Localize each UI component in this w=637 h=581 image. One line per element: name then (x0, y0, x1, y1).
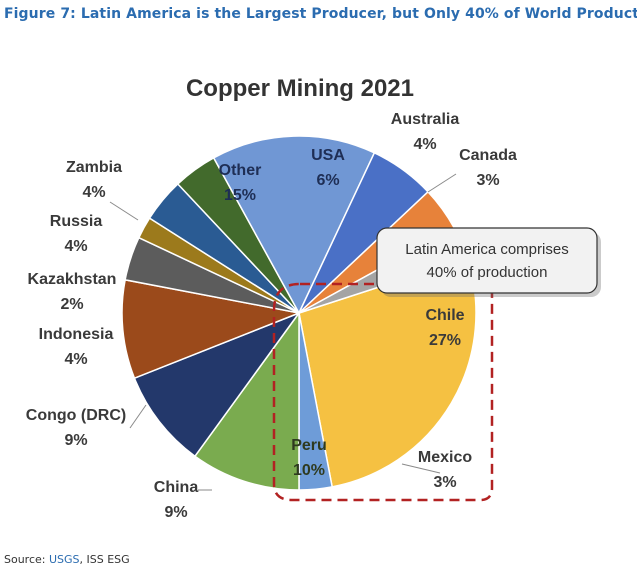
slice-value-australia: 4% (413, 136, 436, 153)
slice-value-peru: 10% (293, 462, 325, 479)
slice-label-canada: Canada (459, 147, 517, 164)
latin-america-callout: Latin America comprises 40% of productio… (376, 227, 601, 297)
slice-value-china: 9% (164, 504, 187, 521)
chart-title: Copper Mining 2021 (186, 75, 414, 102)
slice-label-congo-drc: Congo (DRC) (26, 407, 126, 424)
leader-line-mexico (401, 463, 441, 474)
slice-value-zambia: 4% (82, 184, 105, 201)
slice-label-mexico: Mexico (418, 449, 472, 466)
slice-label-other: Other (219, 162, 262, 179)
slice-label-zambia: Zambia (66, 159, 122, 176)
source-link-usgs[interactable]: USGS (48, 553, 80, 566)
slice-value-russia: 4% (64, 238, 87, 255)
pie-chart: Copper Mining 2021 Chile 27% Mexico 3% Peru 1… (26, 75, 601, 521)
slice-value-congo-drc: 9% (64, 432, 87, 449)
slice-label-usa: USA (311, 147, 345, 164)
leader-line-zambia (109, 201, 139, 221)
slice-congo-drc (121, 278, 302, 380)
pie-slices (121, 135, 477, 491)
callout-line-2: 40% of production (427, 264, 548, 281)
slice-label-russia: Russia (50, 213, 103, 230)
slice-value-chile: 27% (429, 332, 461, 349)
slice-label-australia: Australia (391, 111, 460, 128)
figure-title: Figure 7: Latin America is the Largest P… (4, 6, 637, 22)
leader-lines (109, 173, 457, 491)
source-suffix: , ISS ESG (79, 553, 130, 566)
leader-line-congo-drc (129, 404, 147, 429)
leader-line-canada (427, 173, 457, 193)
source-note: Source: USGS, ISS ESG (4, 553, 130, 566)
slice-label-peru: Peru (291, 437, 327, 454)
slice-value-canada: 3% (476, 172, 499, 189)
slice-china (133, 311, 302, 458)
slice-labels: Chile 27% Mexico 3% Peru 10% China 9% Congo (DRC… (26, 111, 517, 521)
slice-label-kazakhstan: Kazakhstan (28, 271, 117, 288)
slice-label-chile: Chile (425, 307, 464, 324)
source-prefix: Source: (4, 553, 49, 566)
slice-label-china: China (154, 479, 199, 496)
slice-value-indonesia: 4% (64, 351, 87, 368)
slice-value-kazakhstan: 2% (60, 296, 83, 313)
slice-value-mexico: 3% (433, 474, 456, 491)
slice-value-usa: 6% (316, 172, 339, 189)
slice-other (212, 135, 376, 315)
callout-line-1: Latin America comprises (405, 241, 568, 258)
slice-value-other: 15% (224, 187, 256, 204)
slice-label-indonesia: Indonesia (39, 326, 114, 343)
